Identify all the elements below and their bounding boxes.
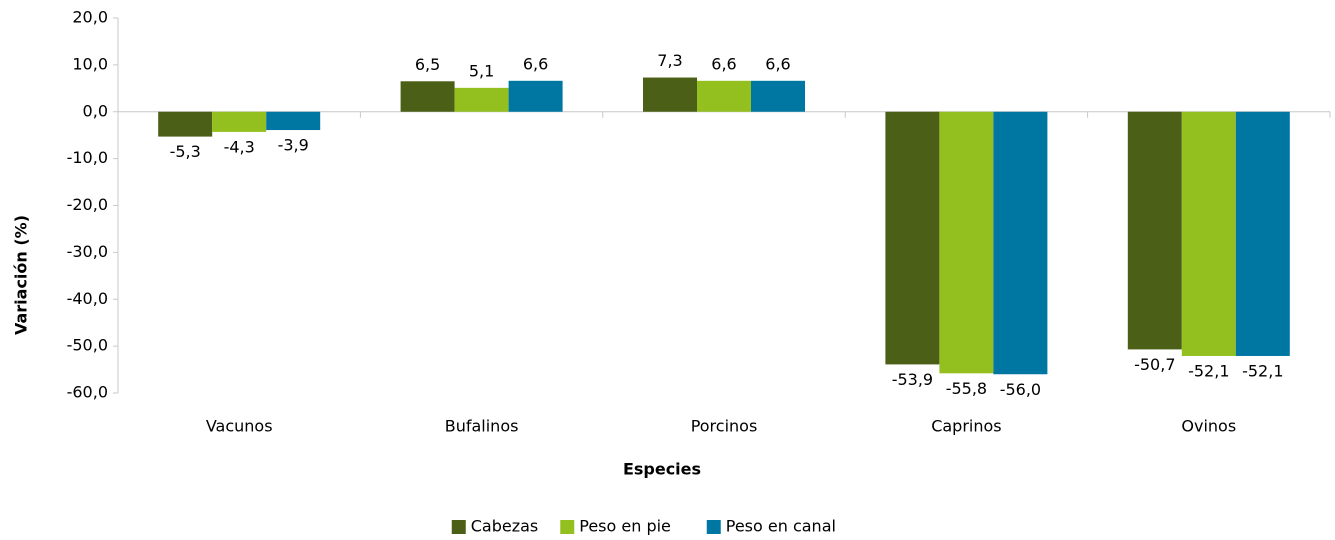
- value-label: 5,1: [469, 61, 494, 80]
- y-tick-label: -60,0: [67, 383, 108, 402]
- legend-swatch: [560, 520, 575, 534]
- bar: [266, 111, 321, 131]
- bar: [1181, 111, 1236, 356]
- value-label: -50,7: [1134, 355, 1175, 374]
- legend-swatch: [706, 520, 721, 534]
- bar: [1235, 111, 1290, 356]
- value-label: -5,3: [170, 142, 201, 161]
- bar: [454, 87, 509, 112]
- bar: [643, 77, 697, 112]
- legend-label: Peso en canal: [726, 517, 836, 536]
- value-label: 6,6: [523, 54, 548, 73]
- x-tick-label: Caprinos: [931, 417, 1001, 436]
- bar: [1127, 111, 1182, 350]
- value-label: -56,0: [1000, 380, 1041, 399]
- value-label: 7,3: [657, 51, 682, 70]
- bar: [939, 111, 994, 374]
- bar: [993, 111, 1048, 375]
- value-label: -52,1: [1188, 361, 1229, 380]
- x-tick-label: Vacunos: [206, 417, 273, 436]
- value-label: -4,3: [224, 137, 255, 156]
- bar: [400, 81, 455, 112]
- value-label: -53,9: [892, 370, 933, 389]
- y-tick-label: -10,0: [67, 148, 108, 167]
- y-tick-label: -20,0: [67, 195, 108, 214]
- value-label: 6,6: [711, 54, 736, 73]
- bar: [885, 111, 940, 365]
- x-axis-title: Especies: [623, 460, 701, 479]
- y-tick-label: 0,0: [83, 101, 108, 120]
- legend-label: Peso en pie: [579, 517, 671, 536]
- bar: [158, 111, 213, 137]
- value-label: 6,6: [765, 54, 790, 73]
- bar: [697, 80, 751, 112]
- y-tick-label: 20,0: [72, 8, 108, 27]
- bar: [751, 80, 805, 112]
- y-tick-label: 10,0: [72, 54, 108, 73]
- y-tick-label: -40,0: [67, 289, 108, 308]
- y-tick-label: -30,0: [67, 242, 108, 261]
- legend-swatch: [451, 520, 466, 534]
- y-axis-title: Variación (%): [12, 215, 31, 335]
- bar: [508, 80, 563, 112]
- bar: [212, 111, 267, 132]
- legend-label: Cabezas: [471, 517, 539, 536]
- y-tick-label: -50,0: [67, 336, 108, 355]
- x-tick-label: Ovinos: [1181, 417, 1236, 436]
- x-tick-label: Porcinos: [691, 417, 758, 436]
- value-label: -3,9: [278, 136, 309, 155]
- value-label: -52,1: [1242, 361, 1283, 380]
- x-tick-label: Bufalinos: [445, 417, 519, 436]
- value-label: 6,5: [415, 55, 440, 74]
- value-label: -55,8: [946, 379, 987, 398]
